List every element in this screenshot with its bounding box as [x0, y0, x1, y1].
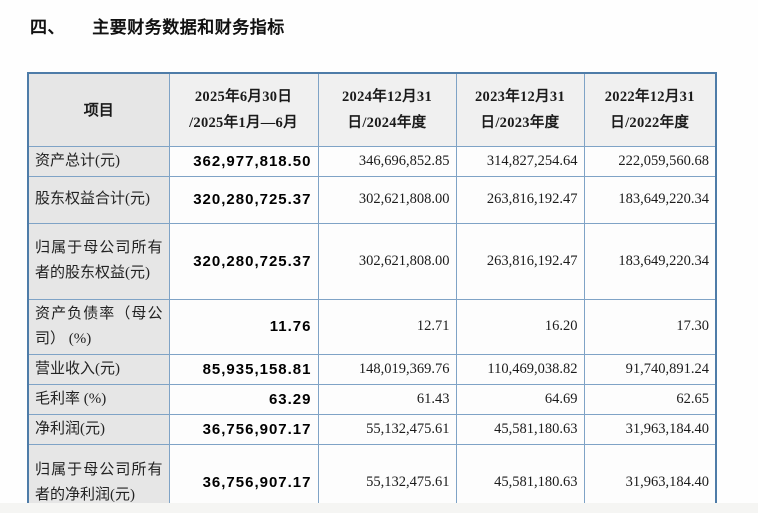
header-period-2024: 2024年12月31 日/2024年度: [317, 72, 457, 147]
cell-value: 314,827,254.64: [455, 145, 585, 177]
cell-value: 346,696,852.85: [317, 145, 457, 177]
row-label: 营业收入(元): [27, 353, 170, 385]
cell-value: 263,816,192.47: [455, 222, 585, 300]
table-row: 归属于母公司所有者的净利润(元) 36,756,907.17 55,132,47…: [27, 443, 717, 513]
cell-value: 12.71: [317, 298, 457, 355]
section-heading: 四、 主要财务数据和财务指标: [30, 13, 285, 38]
cell-value: 263,816,192.47: [455, 175, 585, 224]
cell-value: 55,132,475.61: [317, 413, 457, 445]
section-number: 四、: [30, 18, 65, 37]
cell-value: 36,756,907.17: [168, 413, 319, 445]
cell-value: 45,581,180.63: [455, 443, 585, 513]
header-period-2023: 2023年12月31 日/2023年度: [455, 72, 585, 147]
cell-value: 45,581,180.63: [455, 413, 585, 445]
table-row: 资产负债率（母公司） (%) 11.76 12.71 16.20 17.30: [27, 298, 717, 355]
section-title: 主要财务数据和财务指标: [92, 18, 285, 37]
cell-value: 85,935,158.81: [168, 353, 319, 385]
cell-value: 64.69: [455, 383, 585, 415]
table-row: 营业收入(元) 85,935,158.81 148,019,369.76 110…: [27, 353, 717, 385]
table-row: 毛利率 (%) 63.29 61.43 64.69 62.65: [27, 383, 717, 415]
cell-value: 222,059,560.68: [583, 145, 717, 177]
financial-table: 项目 2025年6月30日 /2025年1月—6月 2024年12月31 日/2…: [27, 72, 717, 513]
cell-value: 16.20: [455, 298, 585, 355]
cell-value: 320,280,725.37: [168, 222, 319, 300]
cell-value: 62.65: [583, 383, 717, 415]
row-label: 资产负债率（母公司） (%): [27, 298, 170, 355]
cell-value: 55,132,475.61: [317, 443, 457, 513]
cell-value: 110,469,038.82: [455, 353, 585, 385]
table-row: 资产总计(元) 362,977,818.50 346,696,852.85 31…: [27, 145, 717, 177]
cell-value: 17.30: [583, 298, 717, 355]
cell-value: 148,019,369.76: [317, 353, 457, 385]
cell-value: 31,963,184.40: [583, 443, 717, 513]
row-label: 资产总计(元): [27, 145, 170, 177]
row-label: 归属于母公司所有者的净利润(元): [27, 443, 170, 513]
cell-value: 302,621,808.00: [317, 175, 457, 224]
table-row: 归属于母公司所有者的股东权益(元) 320,280,725.37 302,621…: [27, 222, 717, 300]
header-period-2025: 2025年6月30日 /2025年1月—6月: [168, 72, 319, 147]
table-row: 净利润(元) 36,756,907.17 55,132,475.61 45,58…: [27, 413, 717, 445]
cell-value: 63.29: [168, 383, 319, 415]
row-label: 股东权益合计(元): [27, 175, 170, 224]
table-row: 股东权益合计(元) 320,280,725.37 302,621,808.00 …: [27, 175, 717, 224]
cell-value: 302,621,808.00: [317, 222, 457, 300]
row-label: 净利润(元): [27, 413, 170, 445]
row-label: 归属于母公司所有者的股东权益(元): [27, 222, 170, 300]
cell-value: 61.43: [317, 383, 457, 415]
header-item: 项目: [27, 72, 170, 147]
table-header-row: 项目 2025年6月30日 /2025年1月—6月 2024年12月31 日/2…: [27, 72, 717, 147]
page-bottom-margin: [0, 503, 758, 513]
row-label: 毛利率 (%): [27, 383, 170, 415]
cell-value: 91,740,891.24: [583, 353, 717, 385]
cell-value: 362,977,818.50: [168, 145, 319, 177]
cell-value: 320,280,725.37: [168, 175, 319, 224]
cell-value: 31,963,184.40: [583, 413, 717, 445]
cell-value: 183,649,220.34: [583, 222, 717, 300]
cell-value: 11.76: [168, 298, 319, 355]
header-period-2022: 2022年12月31 日/2022年度: [583, 72, 717, 147]
cell-value: 183,649,220.34: [583, 175, 717, 224]
